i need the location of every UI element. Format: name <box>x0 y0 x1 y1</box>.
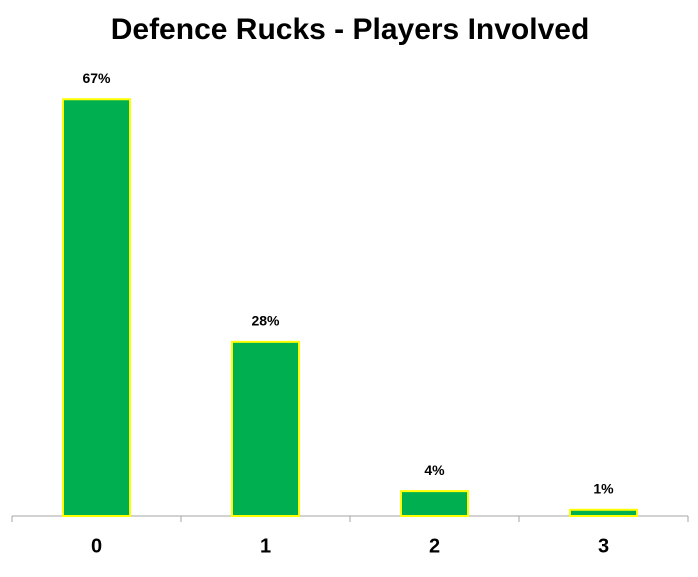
value-label: 1% <box>593 480 614 496</box>
value-label: 67% <box>82 70 111 86</box>
x-tick-label: 2 <box>429 535 440 557</box>
x-tick-label: 0 <box>91 535 102 557</box>
bar <box>400 490 469 517</box>
x-tick-label: 3 <box>598 535 609 557</box>
bar <box>62 98 131 517</box>
bar <box>569 508 638 517</box>
bar <box>231 340 300 517</box>
x-tick-label: 1 <box>260 535 271 557</box>
chart-title: Defence Rucks - Players Involved <box>111 13 590 46</box>
value-label: 4% <box>424 462 445 478</box>
value-label: 28% <box>251 313 280 329</box>
